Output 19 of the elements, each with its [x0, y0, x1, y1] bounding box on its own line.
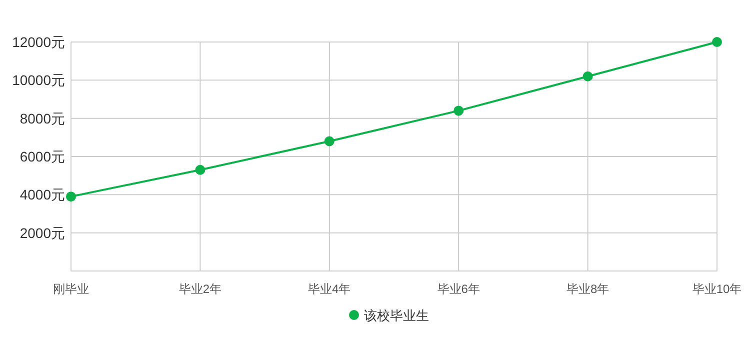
y-tick-label: 2000元: [20, 224, 65, 241]
y-tick-label: 10000元: [12, 72, 65, 88]
point: [66, 192, 76, 202]
y-tick-label: 12000元: [12, 34, 65, 50]
point: [324, 136, 334, 146]
x-tick-label: 毕业2年: [178, 282, 222, 296]
legend-label: 该校毕业生: [364, 308, 429, 323]
y-tick-label: 8000元: [20, 110, 65, 126]
point: [712, 37, 722, 47]
x-tick-label: 毕业6年: [437, 282, 480, 296]
x-tick-label: 刚毕业: [53, 282, 89, 296]
x-tick-label: 毕业8年: [566, 282, 610, 296]
point: [454, 106, 464, 116]
x-tick-label: 毕业4年: [308, 282, 351, 296]
y-tick-label: 4000元: [20, 186, 65, 203]
x-tick-label: 毕业10年: [692, 282, 742, 296]
point: [195, 164, 206, 175]
point: [582, 71, 593, 82]
y-tick-label: 6000元: [20, 148, 65, 164]
